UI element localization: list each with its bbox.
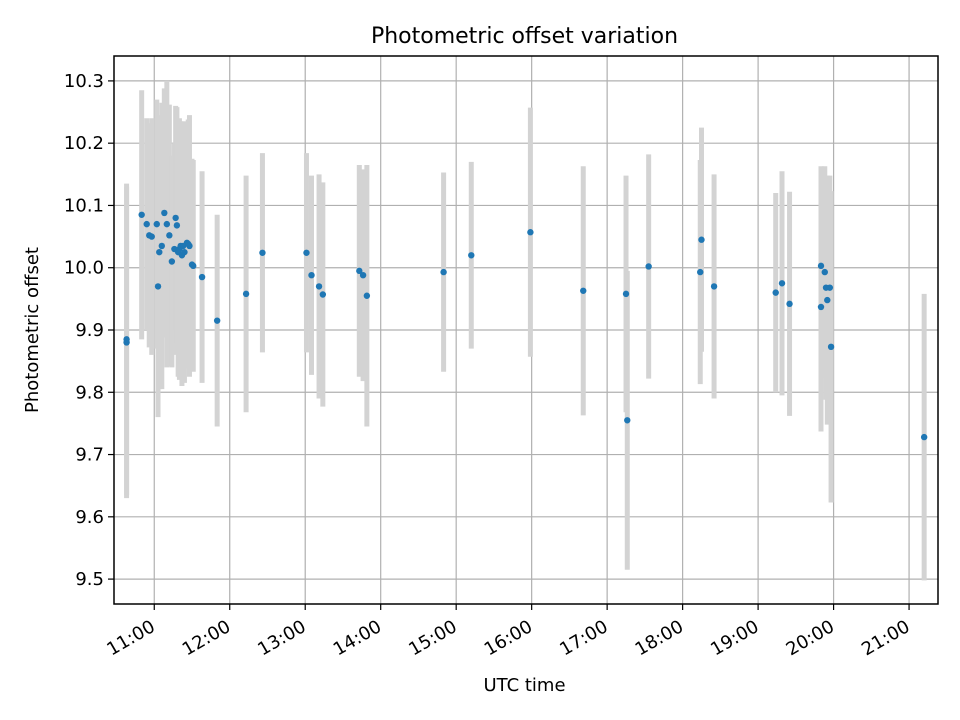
- data-point: [817, 262, 825, 270]
- data-point: [123, 336, 130, 343]
- data-point: [198, 273, 206, 281]
- x-tick-label: 15:00: [405, 616, 460, 660]
- y-tick-label: 9.6: [75, 507, 104, 528]
- x-tick-label: 19:00: [707, 616, 762, 660]
- x-tick-label: 21:00: [858, 616, 913, 660]
- data-point: [138, 211, 145, 218]
- data-point: [156, 248, 163, 256]
- y-axis-ticks: 9.5 9.6 9.7 9.8 9.9 10.0 10.1 10.2 10.3: [64, 71, 114, 590]
- x-tick-label: 17:00: [556, 616, 611, 660]
- y-tick-label: 10.0: [64, 258, 104, 279]
- data-point: [786, 300, 793, 308]
- data-point: [826, 284, 834, 291]
- data-point: [161, 209, 168, 217]
- data-point: [143, 220, 150, 228]
- error-bars: [124, 80, 927, 581]
- data-point: [186, 242, 193, 250]
- data-point: [166, 232, 173, 239]
- x-tick-label: 18:00: [632, 616, 687, 660]
- data-point: [363, 292, 371, 299]
- x-axis-ticks: 11:00 12:00 13:00 14:00 15:00 16:00 17:00 18:00…: [103, 604, 914, 660]
- x-tick-label: 20:00: [783, 616, 838, 660]
- data-point: [172, 214, 179, 222]
- data-point: [817, 303, 825, 311]
- data-point: [319, 291, 327, 298]
- data-point: [827, 343, 835, 351]
- data-point: [181, 248, 188, 256]
- data-point: [824, 296, 831, 304]
- y-tick-label: 9.5: [75, 569, 104, 590]
- y-tick-label: 10.3: [64, 71, 104, 92]
- y-tick-label: 10.2: [64, 133, 104, 154]
- data-point: [163, 220, 171, 228]
- x-tick-label: 16:00: [481, 616, 536, 660]
- data-point: [920, 433, 928, 441]
- grid-lines: [114, 56, 938, 604]
- x-tick-label: 14:00: [330, 616, 385, 660]
- data-point: [624, 417, 631, 424]
- data-point: [440, 268, 447, 276]
- data-point: [213, 317, 221, 324]
- data-point: [242, 290, 250, 298]
- data-point: [698, 236, 705, 243]
- data-point: [821, 268, 828, 276]
- x-axis-label: UTC time: [483, 675, 565, 696]
- data-points: [123, 209, 928, 441]
- data-point: [153, 220, 160, 228]
- data-point: [154, 283, 162, 290]
- data-point: [315, 283, 323, 290]
- data-point: [148, 233, 155, 240]
- data-point: [527, 229, 534, 236]
- x-tick-label: 12:00: [179, 616, 234, 660]
- y-tick-label: 9.8: [75, 382, 104, 403]
- y-axis-label: Photometric offset: [22, 247, 43, 413]
- data-point: [356, 267, 363, 275]
- data-point: [168, 258, 176, 265]
- x-tick-label: 13:00: [254, 616, 309, 660]
- data-point: [697, 268, 704, 276]
- data-point: [308, 272, 315, 279]
- data-point: [359, 272, 367, 279]
- data-point: [158, 242, 166, 250]
- y-tick-label: 9.9: [75, 320, 104, 341]
- y-tick-label: 10.1: [64, 195, 104, 216]
- x-tick-label: 11:00: [103, 616, 158, 660]
- data-point: [778, 280, 786, 287]
- data-point: [710, 283, 718, 290]
- data-point: [645, 263, 652, 270]
- data-point: [468, 252, 475, 259]
- data-point: [772, 289, 779, 296]
- data-point: [303, 249, 310, 256]
- data-point: [173, 222, 181, 229]
- data-point: [259, 249, 266, 256]
- data-point: [622, 290, 630, 298]
- data-point: [190, 262, 197, 270]
- chart-title: Photometric offset variation: [371, 24, 678, 49]
- data-point: [580, 287, 587, 294]
- y-tick-label: 9.7: [75, 445, 104, 466]
